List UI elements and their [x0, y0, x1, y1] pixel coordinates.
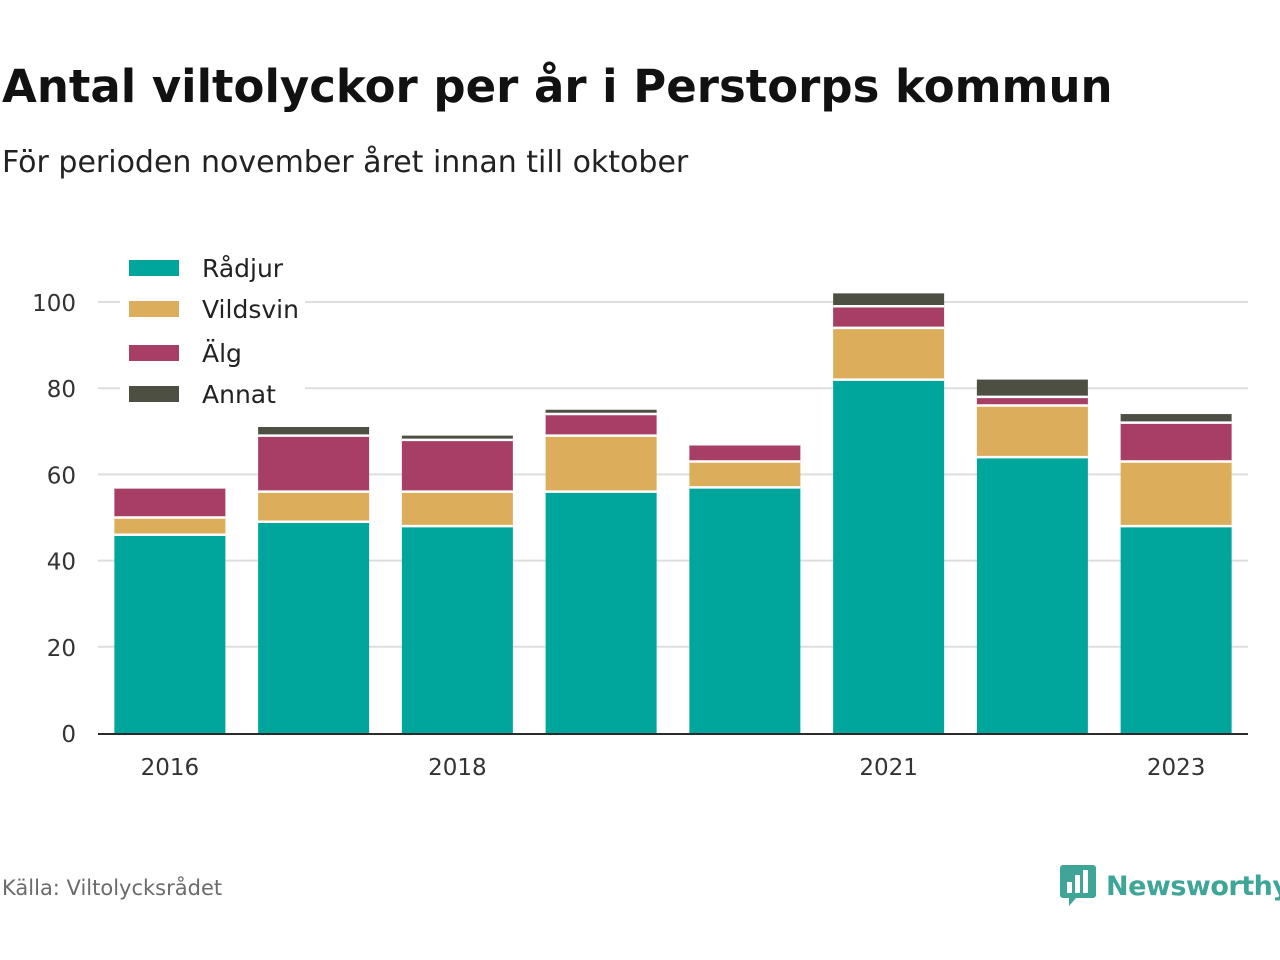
- bar-segment: [401, 439, 513, 492]
- bar-segment: [545, 435, 657, 492]
- bar-segment: [114, 534, 226, 733]
- bar-segment: [1120, 461, 1232, 527]
- newsworthy-logo: Newsworthy: [1060, 864, 1280, 908]
- bar-segment: [976, 396, 1088, 406]
- bar-segment: [976, 405, 1088, 458]
- bar-chart-speech-bubble-icon: [1060, 865, 1096, 906]
- y-tick-label: 0: [61, 722, 76, 748]
- bar-segment: [833, 293, 945, 307]
- bar-segment: [1120, 526, 1232, 733]
- bars: [114, 293, 1232, 733]
- x-tick-label: 2018: [428, 755, 487, 781]
- y-tick-label: 60: [47, 463, 76, 489]
- bar-segment: [833, 379, 945, 733]
- brand-name: Newsworthy: [1106, 870, 1280, 902]
- bar-segment: [545, 491, 657, 733]
- legend-label: Rådjur: [202, 254, 284, 283]
- y-tick-label: 40: [47, 550, 76, 576]
- y-tick-label: 80: [47, 377, 76, 403]
- legend-swatch: [129, 345, 179, 361]
- y-tick-label: 100: [32, 291, 76, 317]
- bar-segment: [258, 521, 370, 733]
- x-tick-label: 2021: [859, 755, 918, 781]
- bar-segment: [545, 409, 657, 415]
- bar-segment: [976, 457, 1088, 733]
- chart-subtitle: För perioden november året innan till ok…: [2, 145, 689, 180]
- legend-label: Älg: [202, 339, 242, 368]
- bar-segment: [114, 487, 226, 518]
- bar-segment: [114, 517, 226, 535]
- x-tick-label: 2023: [1147, 755, 1206, 781]
- x-tick-label: 2016: [141, 755, 200, 781]
- legend: Rådjur Vildsvin Älg Annat: [120, 254, 305, 418]
- legend-swatch: [129, 301, 179, 317]
- bar-segment: [401, 491, 513, 527]
- bar-segment: [258, 435, 370, 492]
- source-note: Källa: Viltolycksrådet: [2, 876, 223, 900]
- chart-title: Antal viltolyckor per år i Perstorps kom…: [2, 60, 1113, 113]
- bar-segment: [401, 526, 513, 733]
- bar-segment: [689, 461, 801, 488]
- legend-swatch: [129, 386, 179, 402]
- bar-segment: [689, 444, 801, 462]
- bar-segment: [258, 426, 370, 436]
- bar-segment: [545, 414, 657, 436]
- y-axis-ticks: 0 20 40 60 80 100: [32, 291, 76, 748]
- y-tick-label: 20: [47, 636, 76, 662]
- bar-segment: [258, 491, 370, 522]
- bar-segment: [401, 435, 513, 440]
- x-axis: 2016 2018 2021 2023: [98, 733, 1248, 781]
- legend-swatch: [129, 260, 179, 276]
- bar-segment: [689, 487, 801, 733]
- legend-label: Annat: [202, 380, 276, 409]
- bar-segment: [1120, 414, 1232, 423]
- bar-segment: [833, 306, 945, 328]
- bar-segment: [976, 379, 1088, 397]
- bar-segment: [833, 327, 945, 380]
- legend-label: Vildsvin: [202, 295, 299, 324]
- bar-segment: [1120, 422, 1232, 462]
